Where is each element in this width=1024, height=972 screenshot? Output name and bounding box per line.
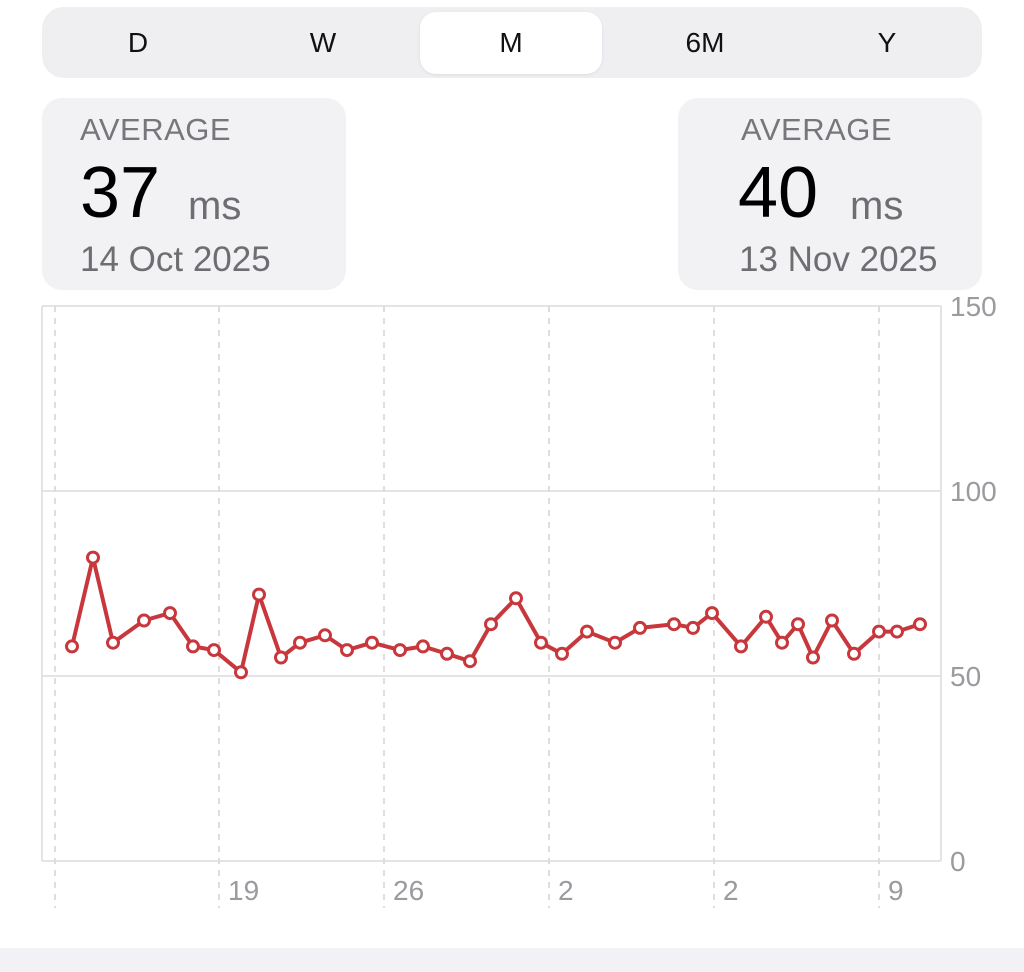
data-point[interactable] bbox=[365, 635, 379, 650]
data-point[interactable] bbox=[734, 639, 748, 654]
x-tick-label: 2 bbox=[723, 875, 739, 906]
segment-6-months[interactable]: 6M bbox=[685, 27, 725, 58]
right-average-card: AVERAGE 40 ms 13 Nov 2025 bbox=[678, 98, 982, 290]
data-point[interactable] bbox=[65, 639, 79, 654]
data-point[interactable] bbox=[555, 646, 569, 661]
data-point[interactable] bbox=[534, 635, 548, 650]
data-point[interactable] bbox=[509, 591, 523, 606]
data-point[interactable] bbox=[416, 639, 430, 654]
x-tick-label: 26 bbox=[393, 875, 424, 906]
data-point[interactable] bbox=[293, 635, 307, 650]
x-tick-label: 19 bbox=[228, 875, 259, 906]
bottom-strip bbox=[0, 948, 1024, 972]
data-point[interactable] bbox=[913, 617, 927, 632]
y-tick-label: 100 bbox=[950, 476, 997, 507]
data-point[interactable] bbox=[393, 643, 407, 658]
data-point[interactable] bbox=[667, 617, 681, 632]
data-point[interactable] bbox=[775, 635, 789, 650]
average-date: 13 Nov 2025 bbox=[739, 240, 938, 279]
left-average-card: AVERAGE 37 ms 14 Oct 2025 bbox=[42, 98, 346, 290]
data-point[interactable] bbox=[791, 617, 805, 632]
average-unit: ms bbox=[188, 184, 242, 228]
data-point[interactable] bbox=[440, 646, 454, 661]
data-point[interactable] bbox=[705, 606, 719, 621]
data-point[interactable] bbox=[463, 654, 477, 669]
data-point[interactable] bbox=[252, 587, 266, 602]
y-tick-label: 50 bbox=[950, 661, 981, 692]
data-point[interactable] bbox=[872, 624, 886, 639]
chart-canvas: 19 26 2 2 9 0 50 100 150 bbox=[41, 291, 997, 908]
data-point[interactable] bbox=[825, 613, 839, 628]
data-point[interactable] bbox=[806, 650, 820, 665]
chart-grid bbox=[41, 305, 942, 908]
data-point[interactable] bbox=[890, 624, 904, 639]
latency-line-chart[interactable]: 19 26 2 2 9 0 50 100 150 bbox=[0, 0, 1024, 948]
data-point[interactable] bbox=[484, 617, 498, 632]
data-point[interactable] bbox=[207, 643, 221, 658]
data-point[interactable] bbox=[340, 643, 354, 658]
average-label: AVERAGE bbox=[741, 112, 893, 147]
segment-week[interactable]: W bbox=[309, 27, 337, 58]
x-tick-label: 2 bbox=[558, 875, 574, 906]
data-point[interactable] bbox=[86, 550, 100, 565]
average-unit: ms bbox=[850, 184, 904, 228]
x-tick-label: 9 bbox=[888, 875, 904, 906]
segment-day[interactable]: D bbox=[127, 27, 149, 58]
segment-month[interactable]: M bbox=[420, 12, 602, 74]
data-point[interactable] bbox=[608, 635, 622, 650]
chart-axes: 19 26 2 2 9 0 50 100 150 bbox=[228, 291, 997, 906]
data-point[interactable] bbox=[186, 639, 200, 654]
data-point[interactable] bbox=[274, 650, 288, 665]
average-value: 37 bbox=[80, 153, 161, 233]
average-label: AVERAGE bbox=[80, 112, 232, 147]
data-point[interactable] bbox=[633, 620, 647, 635]
average-value: 40 bbox=[738, 153, 819, 233]
data-point[interactable] bbox=[686, 620, 700, 635]
latency-line bbox=[70, 555, 922, 675]
data-point[interactable] bbox=[106, 635, 120, 650]
segment-year[interactable]: Y bbox=[877, 27, 897, 58]
y-tick-label: 0 bbox=[950, 846, 966, 877]
data-point[interactable] bbox=[137, 613, 151, 628]
chart-series bbox=[65, 550, 927, 680]
y-tick-label: 150 bbox=[950, 291, 997, 322]
average-date: 14 Oct 2025 bbox=[80, 240, 271, 279]
time-range-segmented-control: D W M 6M Y bbox=[42, 7, 982, 78]
data-point[interactable] bbox=[234, 665, 248, 680]
data-point[interactable] bbox=[580, 624, 594, 639]
data-point[interactable] bbox=[318, 628, 332, 643]
data-point[interactable] bbox=[847, 646, 861, 661]
data-point[interactable] bbox=[163, 606, 177, 621]
data-point[interactable] bbox=[759, 609, 773, 624]
